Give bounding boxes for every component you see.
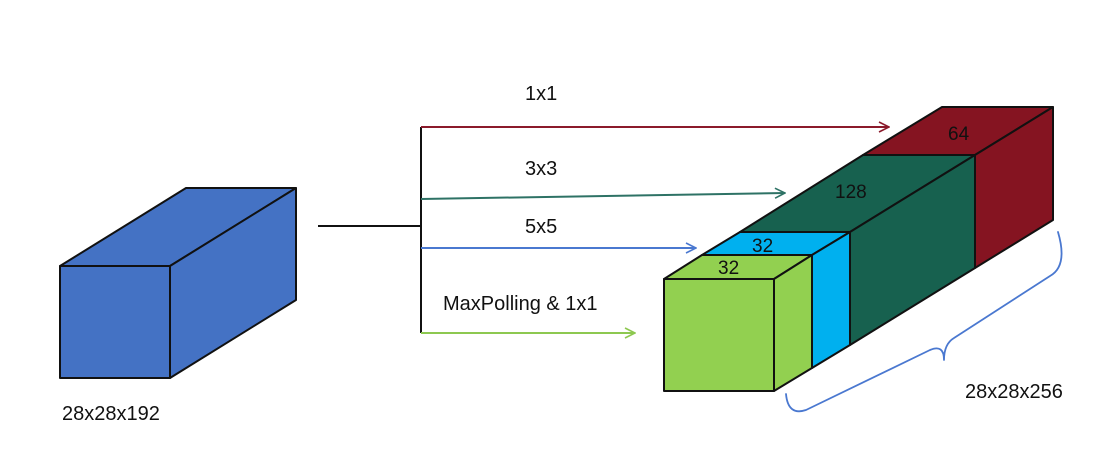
output-segment-128: [739, 154, 976, 346]
output-size-brace: [785, 231, 1063, 413]
output-segment-32-cyan: [701, 231, 851, 369]
segment-32-cyan-side-face: [811, 231, 851, 369]
segment-label-64: 64: [948, 124, 970, 145]
output-segment-32-green: [663, 254, 813, 392]
segment-label-128: 128: [835, 182, 867, 203]
branch-label-1x1: 1x1: [525, 83, 557, 105]
branch-connectors: [318, 127, 889, 333]
input-block: [59, 187, 297, 379]
input-block-front-face: [59, 265, 171, 379]
segment-label-32-green: 32: [718, 258, 739, 279]
segment-32-green-front-face: [663, 278, 775, 392]
branch-label-maxpool: MaxPolling & 1x1: [443, 293, 598, 315]
branch-label-3x3: 3x3: [525, 158, 557, 180]
output-dimensions-label: 28x28x256: [965, 381, 1063, 403]
output-stack: [663, 106, 1054, 392]
branch-label-5x5: 5x5: [525, 216, 557, 238]
segment-32-green-side-face: [773, 254, 813, 392]
input-dimensions-label: 28x28x192: [62, 403, 160, 425]
branch-arrow-3x3: [420, 193, 785, 200]
segment-label-32-cyan: 32: [752, 236, 773, 257]
